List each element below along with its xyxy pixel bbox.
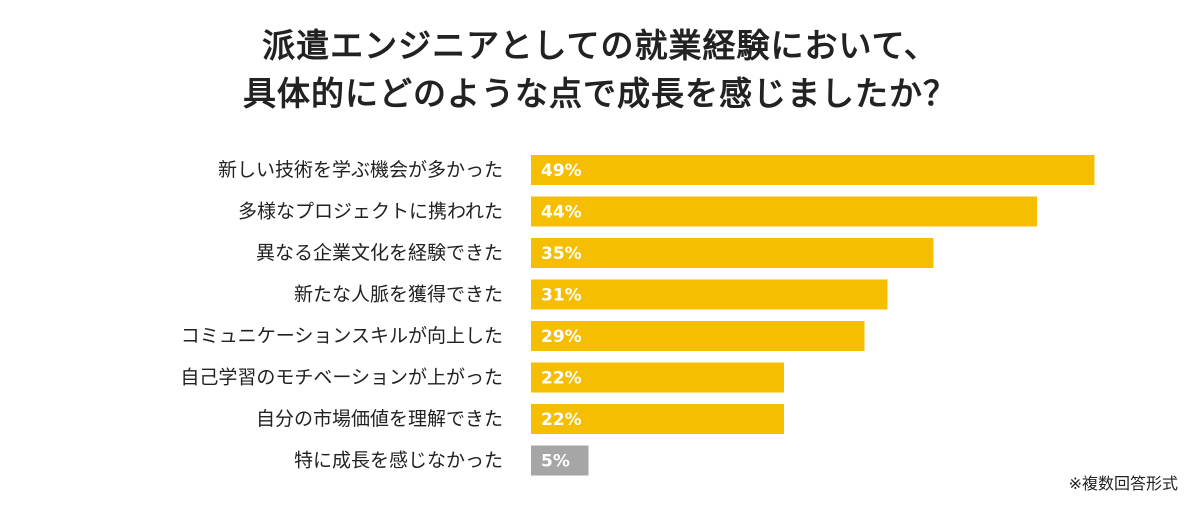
bar-row: 特に成長を感じなかった 5%: [294, 445, 589, 476]
category-label: コミュニケーションスキルが向上した: [181, 325, 503, 347]
multiple-answer-note: ※複数回答形式: [1068, 474, 1178, 493]
bar: [531, 404, 784, 434]
value-label: 31%: [541, 286, 582, 306]
bar-row: 多様なプロジェクトに携われた 44%: [238, 196, 1037, 227]
bar: [531, 238, 934, 268]
chart-title-line-1: 派遣エンジニアとしての就業経験において、: [262, 26, 938, 65]
category-label: 新たな人脈を獲得できた: [294, 284, 503, 306]
bar-row: 新たな人脈を獲得できた 31%: [294, 279, 888, 310]
value-label: 29%: [541, 327, 582, 347]
category-label: 自分の市場価値を理解できた: [256, 408, 503, 430]
value-label: 35%: [541, 244, 582, 264]
chart-title: 派遣エンジニアとしての就業経験において、 具体的にどのような点で成長を感じました…: [0, 22, 1200, 118]
category-label: 新しい技術を学ぶ機会が多かった: [218, 159, 503, 181]
category-label: 多様なプロジェクトに携われた: [238, 201, 503, 223]
bar-row: 自分の市場価値を理解できた 22%: [256, 404, 784, 434]
value-label: 5%: [541, 452, 570, 472]
bar: [531, 321, 865, 351]
category-label: 特に成長を感じなかった: [294, 450, 503, 472]
category-label: 異なる企業文化を経験できた: [256, 242, 503, 264]
bar: [531, 279, 888, 310]
value-label: 49%: [541, 161, 582, 181]
value-label: 22%: [541, 410, 582, 430]
bar-row: コミュニケーションスキルが向上した 29%: [181, 321, 865, 351]
bar-row: 自己学習のモチベーションが上がった 22%: [180, 362, 784, 393]
chart-title-line-2: 具体的にどのような点で成長を感じましたか？: [243, 74, 957, 113]
category-label: 自己学習のモチベーションが上がった: [180, 367, 503, 389]
bar-row: 異なる企業文化を経験できた 35%: [256, 238, 934, 268]
bar: [531, 155, 1095, 185]
bar-row: 新しい技術を学ぶ機会が多かった 49%: [218, 155, 1095, 185]
value-label: 22%: [541, 369, 582, 389]
bar: [531, 362, 784, 393]
bar: [531, 445, 589, 476]
bar: [531, 196, 1037, 227]
value-label: 44%: [541, 203, 582, 223]
